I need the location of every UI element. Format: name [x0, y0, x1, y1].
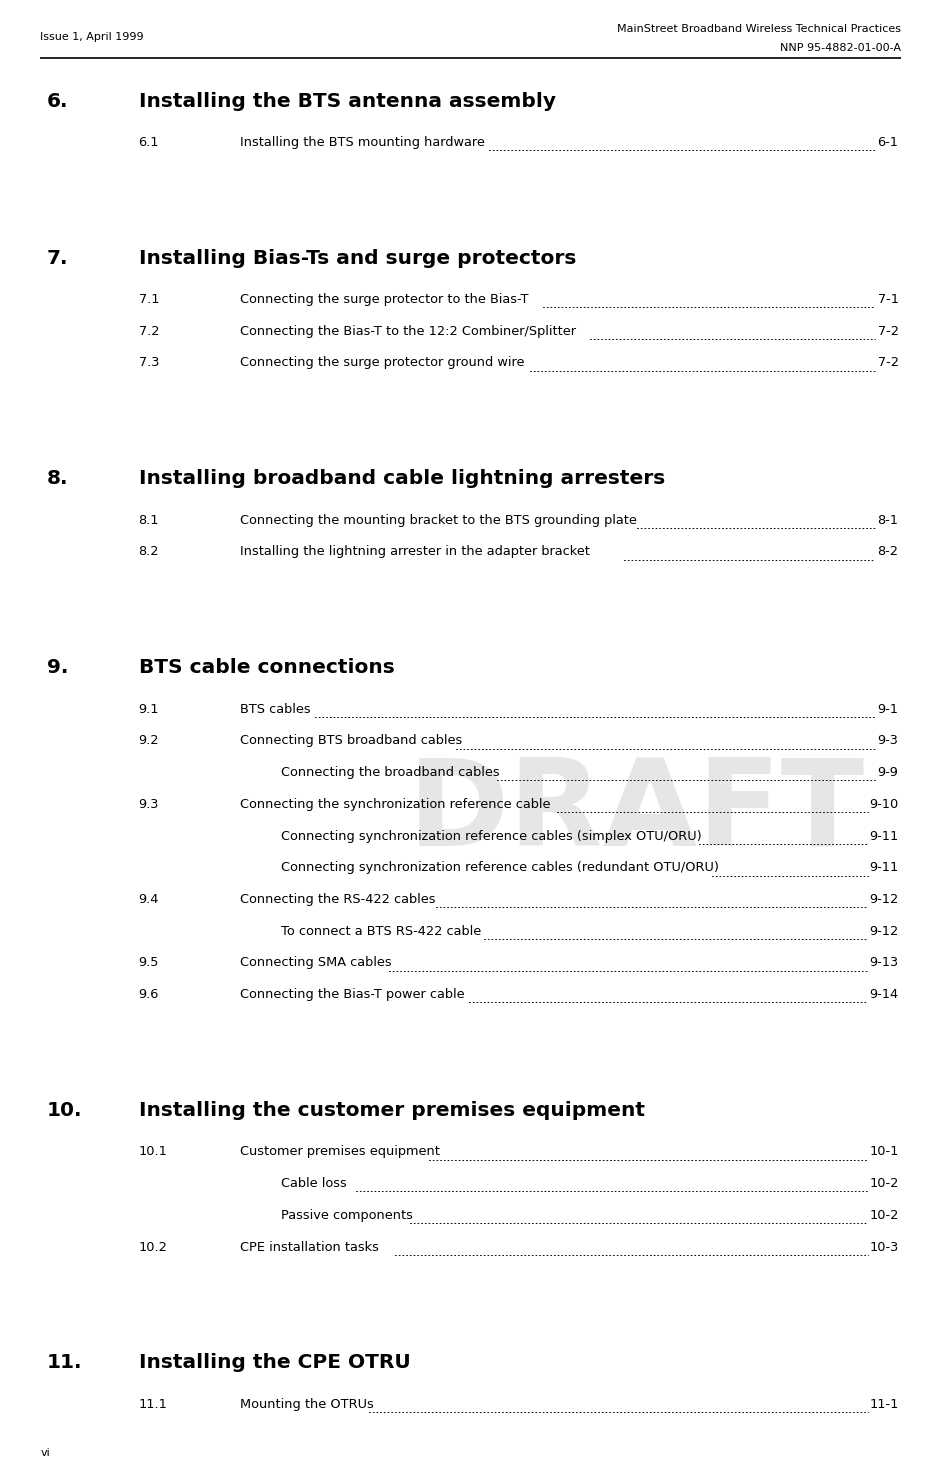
Text: 10-2: 10-2: [870, 1209, 899, 1222]
Text: 9-3: 9-3: [878, 735, 899, 747]
Text: Connecting SMA cables: Connecting SMA cables: [240, 956, 391, 970]
Text: Connecting the RS-422 cables: Connecting the RS-422 cables: [240, 893, 435, 906]
Text: 9-10: 9-10: [870, 799, 899, 810]
Text: 11-1: 11-1: [870, 1398, 899, 1411]
Text: Connecting the surge protector to the Bias-T: Connecting the surge protector to the Bi…: [240, 294, 528, 306]
Text: 9.2: 9.2: [139, 735, 159, 747]
Text: 8.: 8.: [47, 469, 68, 489]
Text: 9-11: 9-11: [870, 862, 899, 874]
Text: Mounting the OTRUs: Mounting the OTRUs: [240, 1398, 373, 1411]
Text: Connecting BTS broadband cables: Connecting BTS broadband cables: [240, 735, 461, 747]
Text: Installing the BTS antenna assembly: Installing the BTS antenna assembly: [139, 92, 556, 111]
Text: 10.: 10.: [47, 1101, 82, 1120]
Text: 7-1: 7-1: [878, 294, 899, 306]
Text: 7.3: 7.3: [139, 357, 159, 369]
Text: 6.1: 6.1: [139, 136, 159, 149]
Text: Installing the customer premises equipment: Installing the customer premises equipme…: [139, 1101, 645, 1120]
Text: Connecting synchronization reference cables (redundant OTU/ORU): Connecting synchronization reference cab…: [281, 862, 719, 874]
Text: Connecting the broadband cables: Connecting the broadband cables: [281, 766, 500, 779]
Text: Passive components: Passive components: [281, 1209, 413, 1222]
Text: 9.6: 9.6: [139, 989, 159, 1001]
Text: CPE installation tasks: CPE installation tasks: [240, 1241, 378, 1253]
Text: 9.4: 9.4: [139, 893, 159, 906]
Text: Installing the BTS mounting hardware: Installing the BTS mounting hardware: [240, 136, 485, 149]
Text: 8.1: 8.1: [139, 514, 159, 527]
Text: Connecting the synchronization reference cable: Connecting the synchronization reference…: [240, 799, 550, 810]
Text: Connecting the mounting bracket to the BTS grounding plate: Connecting the mounting bracket to the B…: [240, 514, 636, 527]
Text: 7-2: 7-2: [878, 325, 899, 338]
Text: Installing the CPE OTRU: Installing the CPE OTRU: [139, 1353, 410, 1373]
Text: vi: vi: [40, 1448, 50, 1458]
Text: Cable loss: Cable loss: [281, 1178, 346, 1190]
Text: 11.1: 11.1: [139, 1398, 168, 1411]
Text: Connecting the surge protector ground wire: Connecting the surge protector ground wi…: [240, 357, 524, 369]
Text: 9.5: 9.5: [139, 956, 159, 970]
Text: Installing broadband cable lightning arresters: Installing broadband cable lightning arr…: [139, 469, 665, 489]
Text: 9-13: 9-13: [870, 956, 899, 970]
Text: 9-11: 9-11: [870, 830, 899, 843]
Text: 9.1: 9.1: [139, 703, 159, 716]
Text: Connecting synchronization reference cables (simplex OTU/ORU): Connecting synchronization reference cab…: [281, 830, 702, 843]
Text: 9-12: 9-12: [870, 925, 899, 937]
Text: 8-2: 8-2: [878, 546, 899, 558]
Text: 10-3: 10-3: [870, 1241, 899, 1253]
Text: BTS cables: BTS cables: [240, 703, 310, 716]
Text: DRAFT: DRAFT: [408, 753, 865, 871]
Text: Installing Bias-Ts and surge protectors: Installing Bias-Ts and surge protectors: [139, 249, 576, 267]
Text: 7-2: 7-2: [878, 357, 899, 369]
Text: 8-1: 8-1: [878, 514, 899, 527]
Text: Installing the lightning arrester in the adapter bracket: Installing the lightning arrester in the…: [240, 546, 590, 558]
Text: NNP 95-4882-01-00-A: NNP 95-4882-01-00-A: [781, 43, 901, 53]
Text: Customer premises equipment: Customer premises equipment: [240, 1145, 440, 1159]
Text: 10.2: 10.2: [139, 1241, 168, 1253]
Text: 10.1: 10.1: [139, 1145, 168, 1159]
Text: 9.: 9.: [47, 658, 68, 677]
Text: MainStreet Broadband Wireless Technical Practices: MainStreet Broadband Wireless Technical …: [618, 24, 901, 34]
Text: 10-1: 10-1: [870, 1145, 899, 1159]
Text: BTS cable connections: BTS cable connections: [139, 658, 394, 677]
Text: 9-1: 9-1: [878, 703, 899, 716]
Text: 8.2: 8.2: [139, 546, 159, 558]
Text: 6-1: 6-1: [878, 136, 899, 149]
Text: Issue 1, April 1999: Issue 1, April 1999: [40, 32, 144, 43]
Text: 7.1: 7.1: [139, 294, 159, 306]
Text: Connecting the Bias-T power cable: Connecting the Bias-T power cable: [240, 989, 464, 1001]
Text: 9-9: 9-9: [878, 766, 899, 779]
Text: 11.: 11.: [47, 1353, 82, 1373]
Text: 9.3: 9.3: [139, 799, 159, 810]
Text: 7.2: 7.2: [139, 325, 159, 338]
Text: 6.: 6.: [47, 92, 68, 111]
Text: 7.: 7.: [47, 249, 68, 267]
Text: To connect a BTS RS-422 cable: To connect a BTS RS-422 cable: [281, 925, 481, 937]
Text: 9-14: 9-14: [870, 989, 899, 1001]
Text: 10-2: 10-2: [870, 1178, 899, 1190]
Text: 9-12: 9-12: [870, 893, 899, 906]
Text: Connecting the Bias-T to the 12:2 Combiner/Splitter: Connecting the Bias-T to the 12:2 Combin…: [240, 325, 576, 338]
